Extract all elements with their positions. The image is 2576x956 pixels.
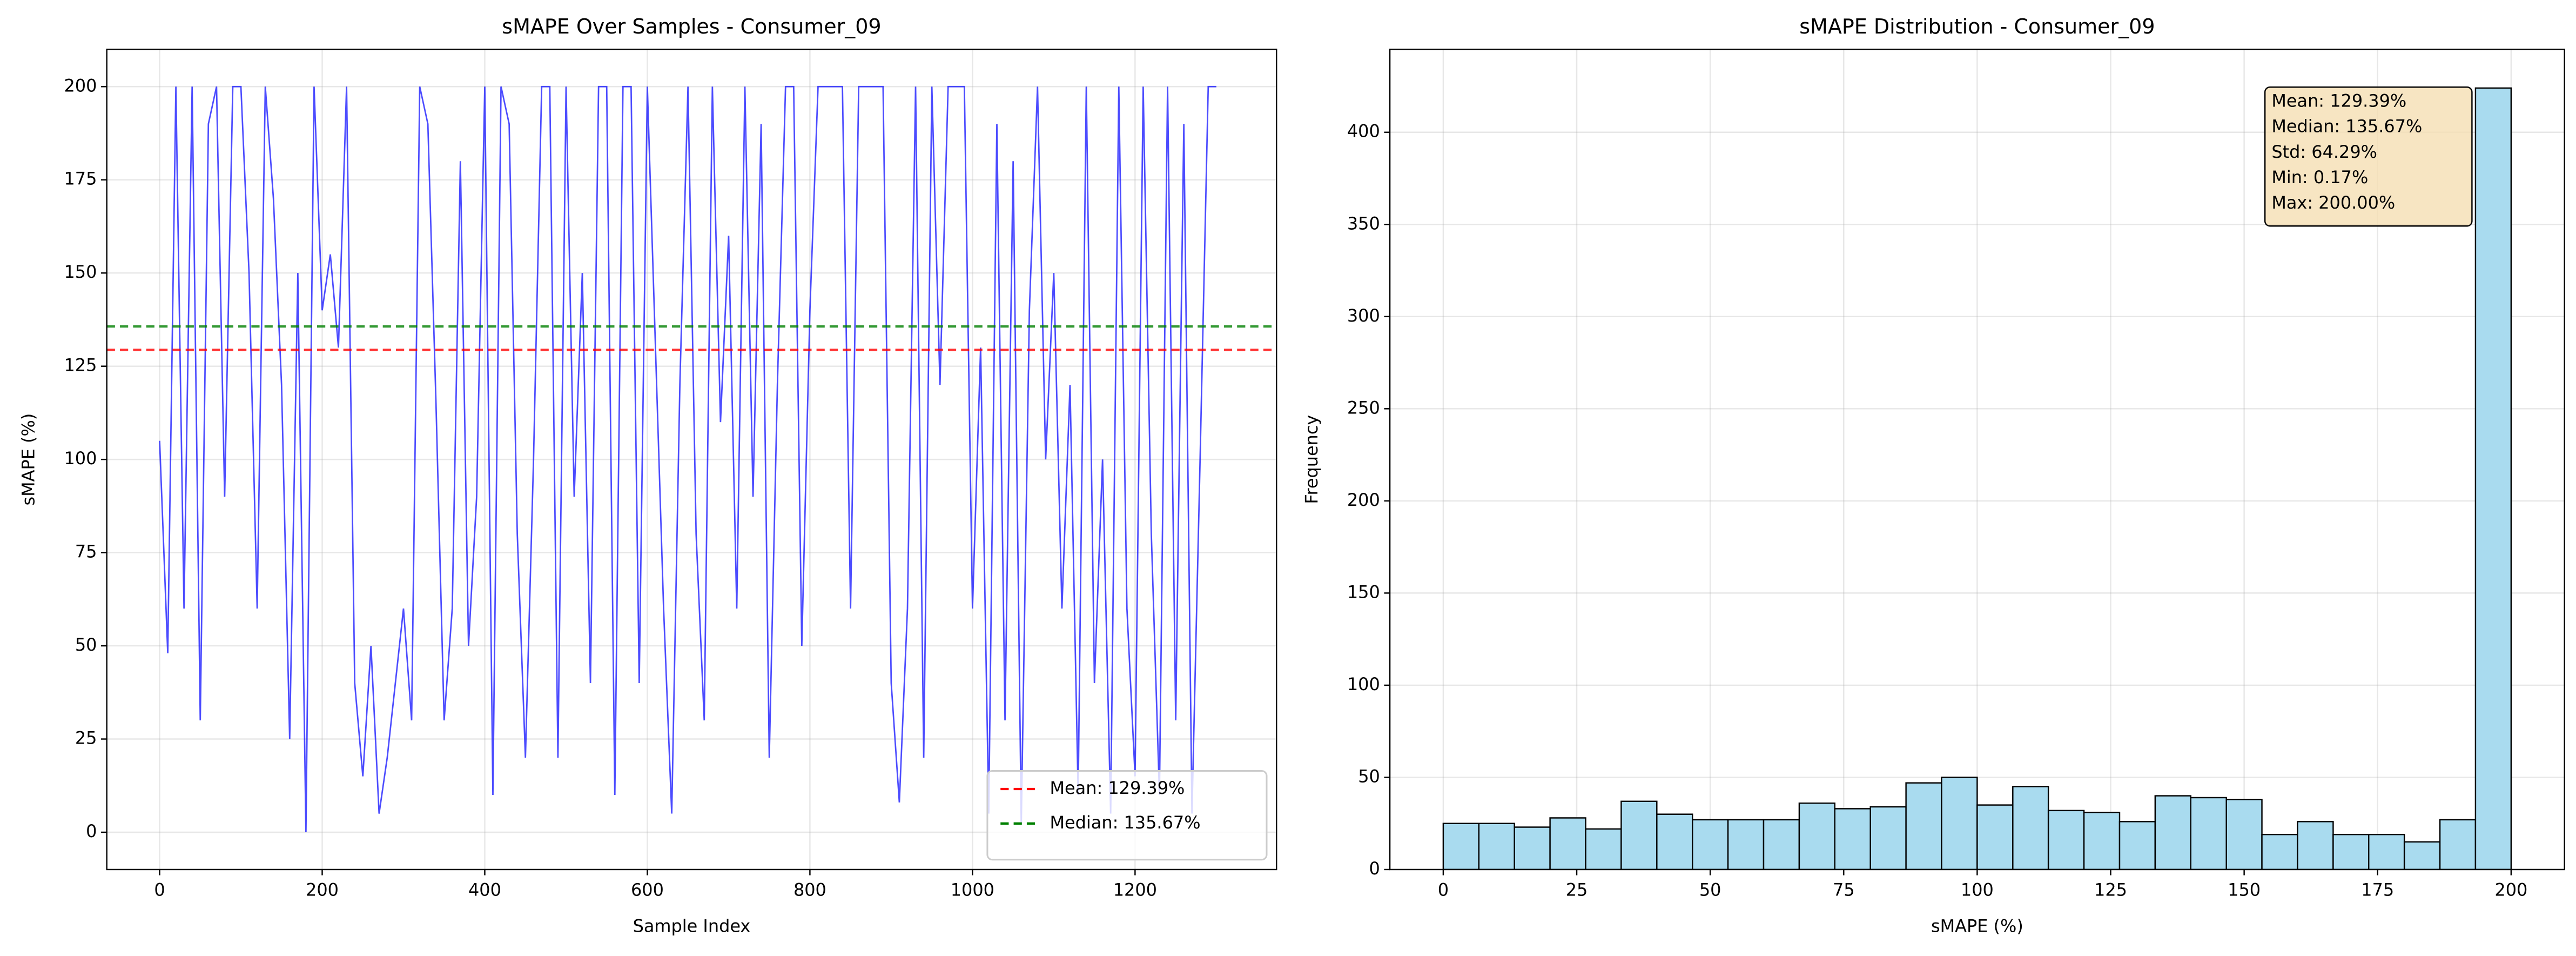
histogram-bar [1585,828,1622,870]
histogram-bar [1442,823,1480,870]
legend-box [986,770,1268,861]
x-tick-label: 200 [2494,880,2527,900]
legend-label: Median: 135.67% [1050,812,1200,833]
annotation-line: Min: 0.17% [2271,167,2368,188]
histogram-bar [1763,819,1800,870]
y-tick-label: 200 [1347,490,1380,510]
y-tick-label: 50 [1358,766,1380,786]
histogram-bar [2012,786,2049,870]
line [159,85,1216,833]
y-tick-label: 100 [64,448,97,469]
legend: Mean: 129.39% Median: 135.67% [986,770,1268,861]
x-tick-label: 400 [468,880,501,900]
y-tick-label: 300 [1347,305,1380,326]
histogram-bar [1727,819,1765,870]
y-tick-label: 0 [86,821,97,841]
y-tick-label: 125 [64,355,97,376]
y-tick-label: 350 [1347,213,1380,233]
y-tick-label: 150 [1347,581,1380,602]
annotation: Mean: 129.39% Median: 135.67% Std: 64.29% M… [2264,86,2473,227]
x-tick-label: 150 [2228,880,2261,900]
histogram-bar [2118,821,2156,870]
bars [1442,87,2512,870]
annotation-box [2264,86,2473,227]
histogram-bar [2261,833,2298,870]
x-tick-label: 75 [1833,880,1855,900]
histogram-bar [1941,777,1978,870]
y-tick-label: 25 [75,728,97,748]
histogram-bar [1798,802,1835,870]
histogram-bar [2474,87,2512,870]
plot-area: 0 200 400 600 800 1000 1200 0 25 50 75 100 125 150 175… [64,49,1277,900]
histogram-bar [2332,833,2370,870]
y-tick-label: 150 [64,262,97,282]
histogram-bar [2368,833,2405,870]
x-tick-label: 200 [306,880,339,900]
histogram-bar [1869,806,1907,870]
y-tick-label: 250 [1347,397,1380,418]
y-axis-label: Frequency [1301,415,1322,504]
x-tick-label: 50 [1699,880,1721,900]
annotation-line: Max: 200.00% [2271,192,2395,213]
annotation-line: Mean: 129.39% [2271,91,2406,111]
y-tick-label: 75 [75,541,97,562]
histogram-bar [2083,812,2121,870]
x-tick-label: 25 [1566,880,1588,900]
x-axis-label: Sample Index [633,915,751,936]
y-tick-label: 50 [75,634,97,655]
annotation-line: Std: 64.29% [2271,142,2377,162]
histogram-bar [2439,819,2477,870]
y-tick-label: 0 [1369,858,1380,879]
annotation-line: Median: 135.67% [2271,116,2422,137]
x-tick-label: 1200 [1113,880,1157,900]
x-tick-label: 100 [1961,880,1994,900]
histogram-bar [1656,813,1693,870]
histogram-bar [1976,804,2014,870]
histogram-bar [2225,799,2263,870]
histogram-bar [1905,782,1942,870]
histogram-bar [1834,808,1871,870]
x-tick-label: 0 [1438,880,1449,900]
x-tick-label: 125 [2094,880,2127,900]
histogram-bar [2047,810,2085,870]
histogram-bar [1478,823,1515,870]
legend-label: Mean: 129.39% [1050,778,1185,798]
y-tick-label: 400 [1347,121,1380,142]
y-tick-label: 175 [64,169,97,189]
x-tick-label: 600 [631,880,664,900]
x-tick-label: 1000 [951,880,994,900]
histogram-bar [2297,821,2334,870]
histogram-bar [2190,797,2227,870]
histogram-bar [1620,800,1658,870]
x-axis-label: sMAPE (%) [1931,915,2023,936]
axes-frame [1389,49,2565,871]
chart-title: sMAPE Over Samples - Consumer_09 [502,15,881,38]
histogram-bar [2154,795,2191,870]
histogram-bar [1549,817,1586,870]
histogram-bar [1692,819,1729,870]
y-tick-label: 200 [64,75,97,96]
x-tick-label: 800 [793,880,826,900]
series [106,85,1277,833]
histogram-bar [2403,841,2441,870]
x-tick-label: 0 [154,880,165,900]
x-tick-label: 175 [2361,880,2394,900]
chart-title: sMAPE Distribution - Consumer_09 [1799,15,2155,38]
axes-frame [106,49,1277,871]
histogram-bar [1514,826,1551,870]
y-tick-label: 100 [1347,674,1380,694]
y-axis-label: sMAPE (%) [18,413,39,506]
